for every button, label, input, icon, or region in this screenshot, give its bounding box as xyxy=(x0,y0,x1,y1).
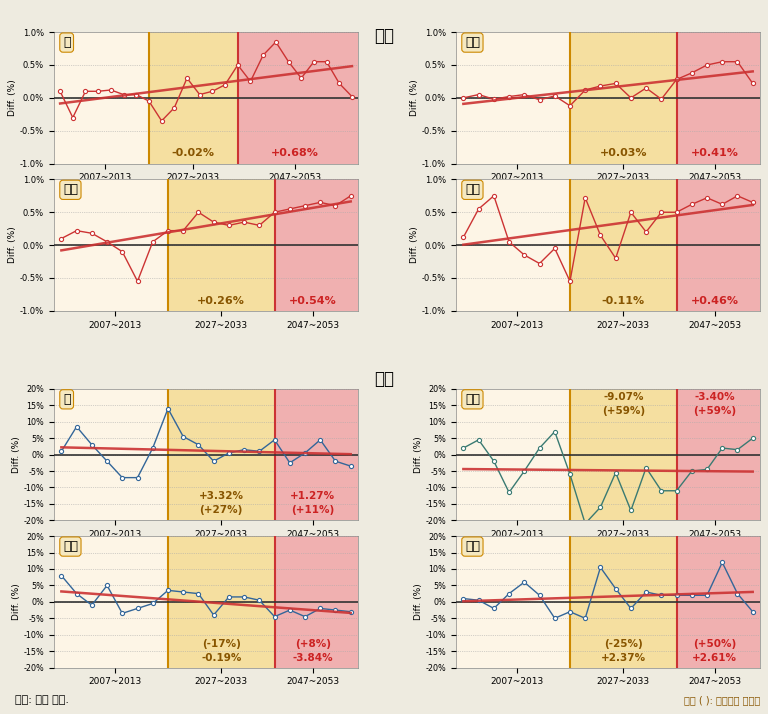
Text: -0.02%: -0.02% xyxy=(172,149,215,159)
Bar xyxy=(677,536,760,668)
Y-axis label: Diff. (%): Diff. (%) xyxy=(8,79,17,116)
Text: +0.41%: +0.41% xyxy=(690,149,739,159)
Bar xyxy=(677,389,760,521)
Y-axis label: Diff. (%): Diff. (%) xyxy=(413,583,422,620)
Bar xyxy=(54,389,168,521)
Text: (-25%)
+2.37%: (-25%) +2.37% xyxy=(601,638,646,663)
Text: +0.54%: +0.54% xyxy=(289,296,336,306)
Text: +1.27%
(+11%): +1.27% (+11%) xyxy=(290,491,335,516)
Bar xyxy=(677,32,760,164)
Bar xyxy=(149,32,238,164)
Text: 봄: 봄 xyxy=(63,36,71,49)
Text: -9.07%
(+59%): -9.07% (+59%) xyxy=(601,392,645,416)
Bar xyxy=(168,389,275,521)
Bar xyxy=(168,536,275,668)
Text: 기온: 기온 xyxy=(374,27,394,45)
Bar xyxy=(570,32,677,164)
Bar xyxy=(455,389,570,521)
Bar xyxy=(238,32,359,164)
Bar xyxy=(275,389,359,521)
Bar xyxy=(570,389,677,521)
Bar xyxy=(54,32,149,164)
Text: 봄: 봄 xyxy=(63,393,71,406)
Text: (-17%)
-0.19%: (-17%) -0.19% xyxy=(201,638,241,663)
Bar xyxy=(275,179,359,311)
Y-axis label: Diff. (%): Diff. (%) xyxy=(12,436,21,473)
Bar xyxy=(54,179,168,311)
Text: 여름: 여름 xyxy=(465,393,480,406)
Bar xyxy=(275,536,359,668)
Text: -3.40%
(+59%): -3.40% (+59%) xyxy=(693,392,737,416)
Y-axis label: Diff. (%): Diff. (%) xyxy=(410,227,419,263)
Text: 자료: 저자 작성.: 자료: 저자 작성. xyxy=(15,695,69,705)
Text: 겨울: 겨울 xyxy=(465,183,480,196)
Text: +0.46%: +0.46% xyxy=(690,296,739,306)
Bar xyxy=(168,179,275,311)
Bar xyxy=(677,179,760,311)
Bar xyxy=(455,179,570,311)
Text: 겨울: 겨울 xyxy=(465,540,480,553)
Bar xyxy=(455,536,570,668)
Bar xyxy=(455,32,570,164)
Bar xyxy=(570,536,677,668)
Text: 괄호 ( ): 전체일수 증감율: 괄호 ( ): 전체일수 증감율 xyxy=(684,695,760,705)
Bar xyxy=(54,536,168,668)
Text: +0.03%: +0.03% xyxy=(600,149,647,159)
Text: 가을: 가을 xyxy=(63,183,78,196)
Text: 가을: 가을 xyxy=(63,540,78,553)
Text: +3.32%
(+27%): +3.32% (+27%) xyxy=(199,491,243,516)
Text: +0.26%: +0.26% xyxy=(197,296,245,306)
Text: 풍속: 풍속 xyxy=(374,370,394,388)
Bar xyxy=(570,179,677,311)
Y-axis label: Diff. (%): Diff. (%) xyxy=(410,79,419,116)
Text: (+8%)
-3.84%: (+8%) -3.84% xyxy=(293,638,333,663)
Text: +0.68%: +0.68% xyxy=(271,149,319,159)
Text: (+50%)
+2.61%: (+50%) +2.61% xyxy=(692,638,737,663)
Y-axis label: Diff. (%): Diff. (%) xyxy=(8,227,17,263)
Y-axis label: Diff. (%): Diff. (%) xyxy=(12,583,21,620)
Y-axis label: Diff. (%): Diff. (%) xyxy=(413,436,422,473)
Text: -0.11%: -0.11% xyxy=(601,296,645,306)
Text: 여름: 여름 xyxy=(465,36,480,49)
